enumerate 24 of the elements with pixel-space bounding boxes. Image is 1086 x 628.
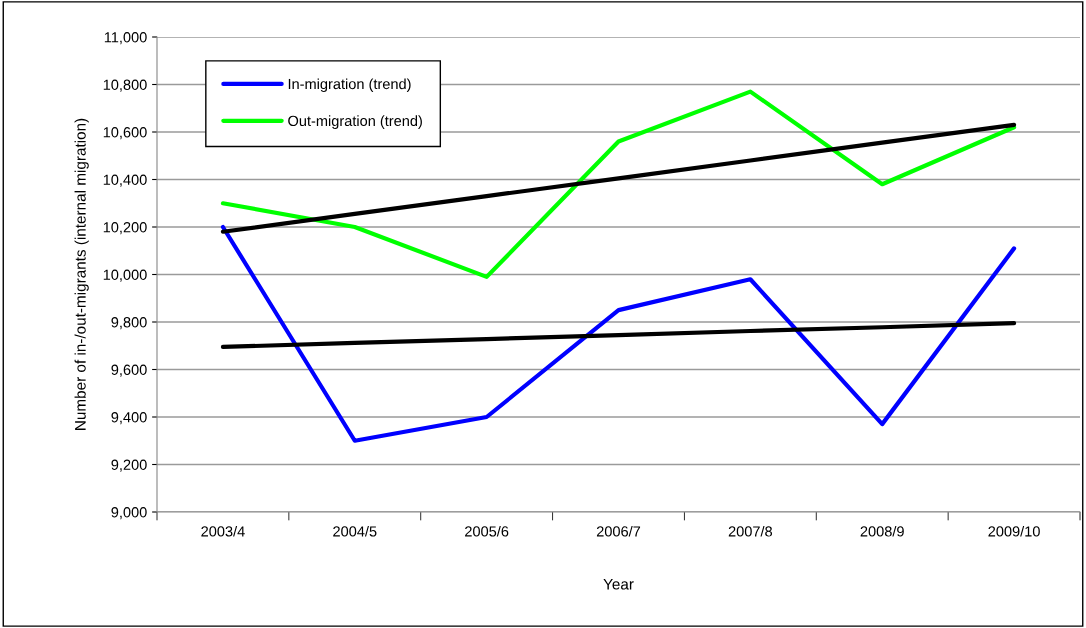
legend-label: Out-migration (trend): [288, 115, 422, 129]
y-tick-label: 9,400: [111, 412, 147, 425]
y-tick-label: 10,600: [103, 127, 147, 140]
x-tick-label: 2006/7: [596, 525, 641, 537]
line-series: [220, 224, 1017, 443]
x-tick-label: 2004/5: [333, 525, 377, 537]
y-axis-title: Number of in-/out-migrants (internal migration): [74, 118, 89, 430]
y-tick-label: 10,200: [103, 222, 147, 235]
x-tick-label: 2007/8: [728, 525, 773, 537]
line-series: [220, 321, 1017, 350]
y-tick-label: 9,800: [111, 317, 147, 330]
y-tick-label: 10,800: [103, 79, 147, 92]
x-tick-label: 2005/6: [465, 525, 509, 537]
y-tick-label: 11,000: [104, 32, 147, 45]
y-tick-label: 9,000: [111, 507, 147, 520]
x-axis-title: Year: [603, 578, 634, 590]
x-tick-label: 2003/4: [201, 525, 245, 537]
x-tick-label: 2008/9: [860, 525, 904, 537]
y-tick-label: 9,600: [111, 364, 147, 377]
y-tick-label: 10,400: [103, 174, 147, 187]
y-tick-label: 9,200: [111, 459, 147, 472]
x-tick-label: 2009/10: [988, 525, 1040, 537]
legend-label: In-migration (trend): [288, 78, 411, 93]
y-tick-label: 10,000: [103, 269, 147, 282]
